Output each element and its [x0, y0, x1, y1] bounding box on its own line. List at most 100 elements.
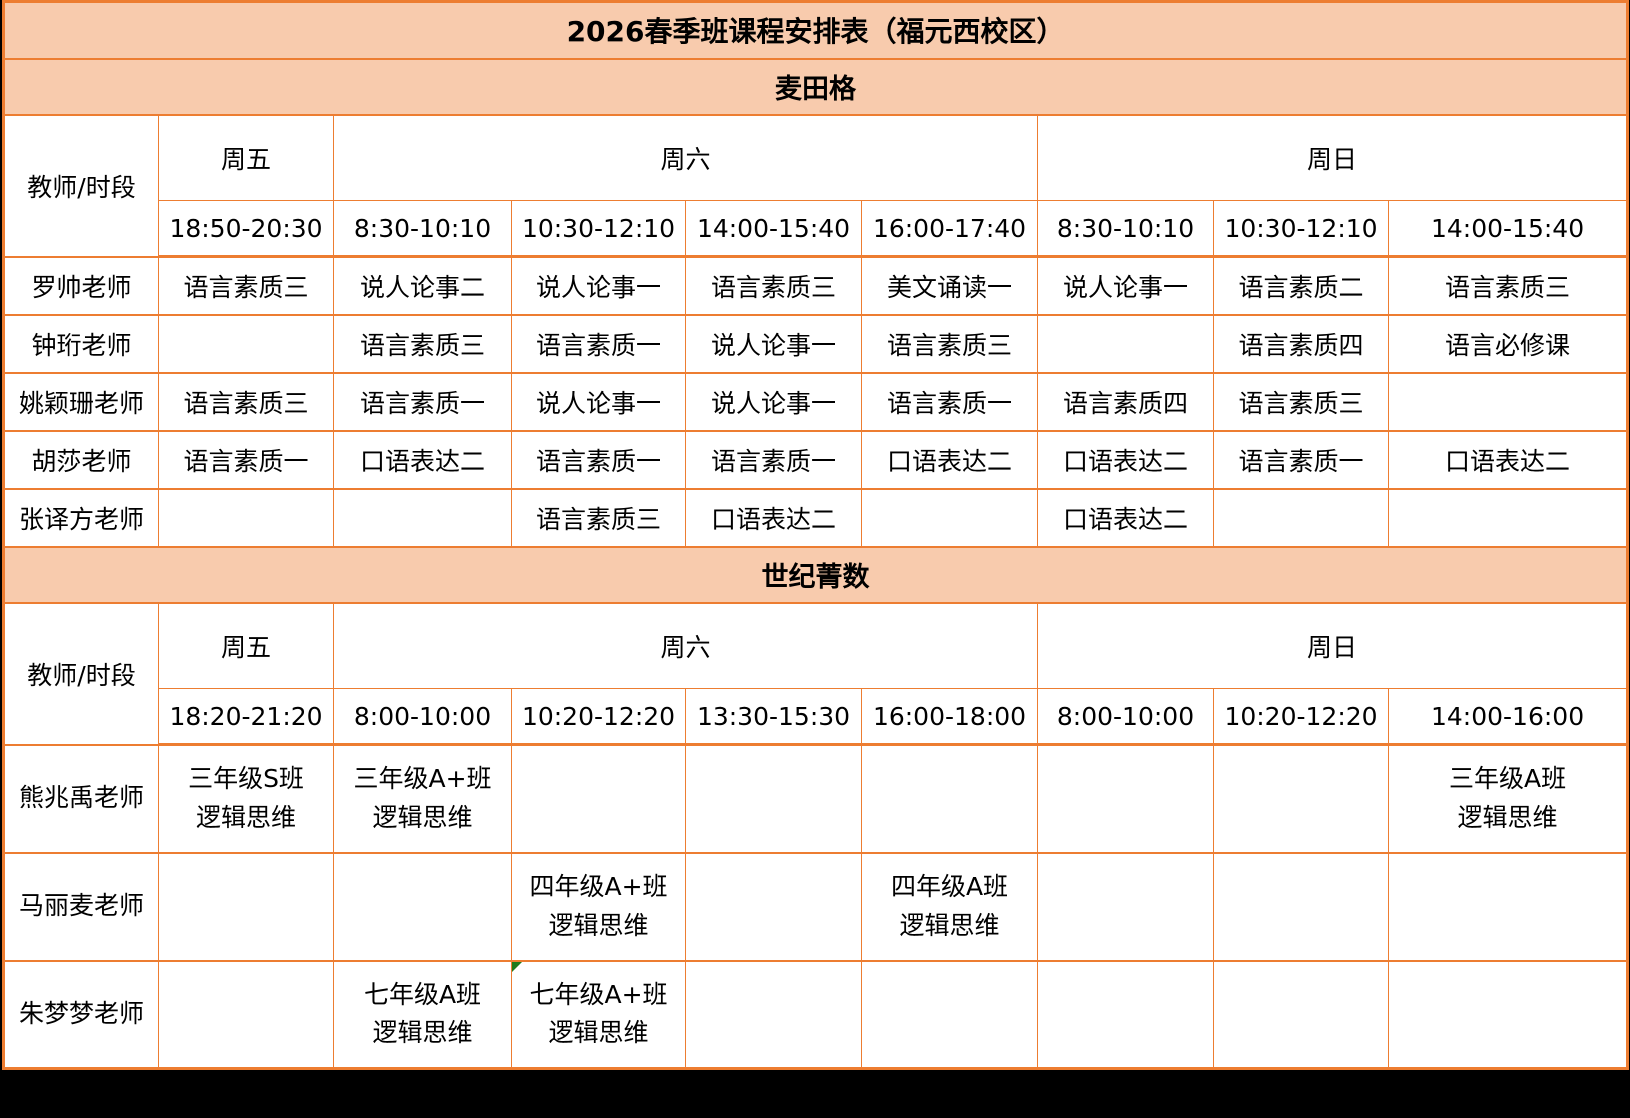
schedule-cell[interactable] [861, 743, 1038, 854]
schedule-cell[interactable]: 语言素质四 [1037, 371, 1214, 432]
time-slot-header[interactable]: 10:30-12:10 [1213, 200, 1389, 258]
schedule-cell[interactable]: 语言素质三 [1213, 371, 1389, 432]
schedule-cell[interactable]: 口语表达二 [861, 429, 1038, 490]
schedule-cell[interactable]: 三年级S班 逻辑思维 [158, 743, 334, 854]
teacher-name-cell[interactable]: 罗帅老师 [3, 255, 159, 316]
schedule-cell[interactable]: 说人论事一 [685, 313, 862, 374]
time-slot-header[interactable]: 16:00-18:00 [861, 688, 1038, 746]
time-slot-header[interactable]: 18:50-20:30 [158, 200, 334, 258]
schedule-cell[interactable]: 语言素质一 [685, 429, 862, 490]
schedule-cell[interactable]: 语言素质三 [685, 255, 862, 316]
schedule-cell[interactable]: 四年级A班 逻辑思维 [861, 851, 1038, 962]
schedule-cell[interactable] [1213, 959, 1389, 1070]
time-slot-header[interactable]: 16:00-17:40 [861, 200, 1038, 258]
day-header-saturday[interactable]: 周六 [333, 602, 1038, 689]
schedule-cell[interactable]: 语言素质一 [511, 313, 686, 374]
schedule-cell[interactable]: 七年级A班 逻辑思维 [333, 959, 512, 1070]
teacher-name-cell[interactable]: 熊兆禹老师 [3, 743, 159, 854]
spreadsheet-area: 2026春季班课程安排表（福元西校区） 麦田格 教师/时段 周五 周六 周日 1… [2, 0, 1630, 1070]
schedule-cell[interactable]: 语言素质一 [861, 371, 1038, 432]
time-slot-header[interactable]: 13:30-15:30 [685, 688, 862, 746]
schedule-cell-text: 七年级A+班 逻辑思维 [529, 979, 668, 1048]
time-slot-header[interactable]: 8:30-10:10 [333, 200, 512, 258]
schedule-cell[interactable] [158, 313, 334, 374]
schedule-cell[interactable] [1037, 851, 1214, 962]
day-header-friday[interactable]: 周五 [158, 602, 334, 689]
schedule-cell[interactable]: 语言素质一 [333, 371, 512, 432]
time-slot-header[interactable]: 14:00-15:40 [1387, 200, 1629, 258]
schedule-cell[interactable] [1037, 313, 1214, 374]
corner-header-cell[interactable]: 教师/时段 [3, 602, 159, 745]
schedule-cell[interactable] [1037, 959, 1214, 1070]
schedule-cell[interactable]: 语言素质四 [1213, 313, 1389, 374]
time-slot-header[interactable]: 18:20-21:20 [158, 688, 334, 746]
schedule-cell[interactable]: 口语表达二 [1037, 429, 1214, 490]
schedule-cell[interactable] [1387, 371, 1629, 432]
day-header-sunday[interactable]: 周日 [1036, 114, 1629, 201]
schedule-cell[interactable]: 口语表达二 [333, 429, 512, 490]
day-header-sunday[interactable]: 周日 [1036, 602, 1629, 689]
schedule-cell[interactable]: 语言素质三 [333, 313, 512, 374]
schedule-cell[interactable] [685, 743, 862, 854]
schedule-cell[interactable] [333, 487, 512, 548]
teacher-name-cell[interactable]: 胡莎老师 [3, 429, 159, 490]
schedule-cell[interactable]: 语言素质三 [158, 255, 334, 316]
teacher-name-cell[interactable]: 张译方老师 [3, 487, 159, 548]
schedule-cell[interactable]: 语言素质一 [511, 429, 686, 490]
course-schedule-table: 2026春季班课程安排表（福元西校区） 麦田格 教师/时段 周五 周六 周日 1… [2, 0, 1630, 1070]
time-slot-header[interactable]: 14:00-16:00 [1387, 688, 1629, 746]
time-slot-header[interactable]: 10:30-12:10 [511, 200, 686, 258]
time-slot-header[interactable]: 14:00-15:40 [685, 200, 862, 258]
schedule-cell[interactable] [1387, 959, 1629, 1070]
schedule-cell[interactable]: 说人论事一 [685, 371, 862, 432]
schedule-cell[interactable]: 四年级A+班 逻辑思维 [511, 851, 686, 962]
schedule-cell[interactable]: 三年级A班 逻辑思维 [1387, 743, 1629, 854]
schedule-cell[interactable]: 语言素质三 [158, 371, 334, 432]
schedule-cell[interactable]: 语言素质一 [1213, 429, 1389, 490]
schedule-cell[interactable]: 语言必修课 [1387, 313, 1629, 374]
schedule-cell[interactable] [333, 851, 512, 962]
time-slot-header[interactable]: 8:00-10:00 [1037, 688, 1214, 746]
teacher-name-cell[interactable]: 朱梦梦老师 [3, 959, 159, 1070]
schedule-cell[interactable]: 说人论事一 [511, 255, 686, 316]
schedule-cell[interactable] [861, 959, 1038, 1070]
time-slot-header[interactable]: 10:20-12:20 [511, 688, 686, 746]
green-triangle-icon [512, 962, 522, 972]
schedule-cell[interactable]: 语言素质三 [1387, 255, 1629, 316]
teacher-name-cell[interactable]: 马丽麦老师 [3, 851, 159, 962]
schedule-cell[interactable] [511, 743, 686, 854]
time-slot-header[interactable]: 8:30-10:10 [1037, 200, 1214, 258]
schedule-cell[interactable] [1387, 487, 1629, 548]
schedule-cell[interactable] [685, 851, 862, 962]
schedule-cell[interactable]: 七年级A+班 逻辑思维 [511, 959, 686, 1070]
schedule-cell[interactable]: 口语表达二 [685, 487, 862, 548]
time-slot-header[interactable]: 10:20-12:20 [1213, 688, 1389, 746]
schedule-cell[interactable] [1213, 743, 1389, 854]
schedule-cell[interactable]: 口语表达二 [1037, 487, 1214, 548]
schedule-cell[interactable] [1213, 487, 1389, 548]
teacher-name-cell[interactable]: 姚颖珊老师 [3, 371, 159, 432]
schedule-cell[interactable] [1387, 851, 1629, 962]
corner-header-cell[interactable]: 教师/时段 [3, 114, 159, 257]
schedule-cell[interactable] [685, 959, 862, 1070]
schedule-cell[interactable] [158, 851, 334, 962]
day-header-saturday[interactable]: 周六 [333, 114, 1038, 201]
schedule-cell[interactable]: 语言素质三 [861, 313, 1038, 374]
schedule-cell[interactable] [861, 487, 1038, 548]
schedule-cell[interactable]: 说人论事一 [1037, 255, 1214, 316]
schedule-cell[interactable] [158, 487, 334, 548]
time-slot-header[interactable]: 8:00-10:00 [333, 688, 512, 746]
schedule-cell[interactable]: 语言素质一 [158, 429, 334, 490]
schedule-cell[interactable] [158, 959, 334, 1070]
schedule-cell[interactable]: 三年级A+班 逻辑思维 [333, 743, 512, 854]
day-header-friday[interactable]: 周五 [158, 114, 334, 201]
schedule-cell[interactable] [1037, 743, 1214, 854]
schedule-cell[interactable]: 口语表达二 [1387, 429, 1629, 490]
schedule-cell[interactable]: 说人论事二 [333, 255, 512, 316]
schedule-cell[interactable]: 语言素质三 [511, 487, 686, 548]
schedule-cell[interactable] [1213, 851, 1389, 962]
schedule-cell[interactable]: 说人论事一 [511, 371, 686, 432]
teacher-name-cell[interactable]: 钟珩老师 [3, 313, 159, 374]
schedule-cell[interactable]: 美文诵读一 [861, 255, 1038, 316]
schedule-cell[interactable]: 语言素质二 [1213, 255, 1389, 316]
